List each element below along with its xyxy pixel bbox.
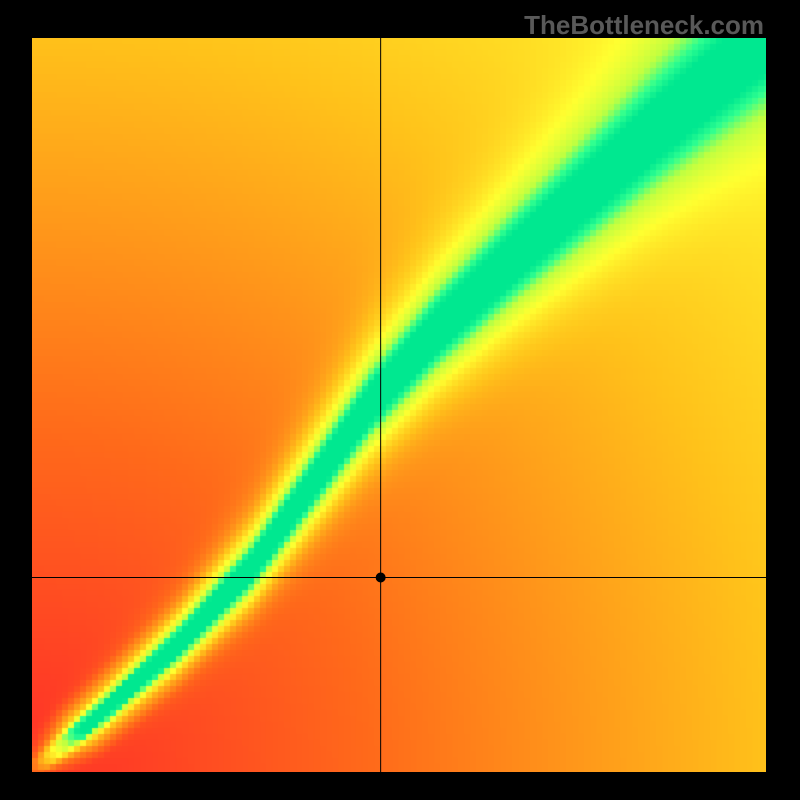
- chart-container: TheBottleneck.com: [0, 0, 800, 800]
- watermark-text: TheBottleneck.com: [524, 10, 764, 41]
- bottleneck-heatmap: [32, 38, 766, 772]
